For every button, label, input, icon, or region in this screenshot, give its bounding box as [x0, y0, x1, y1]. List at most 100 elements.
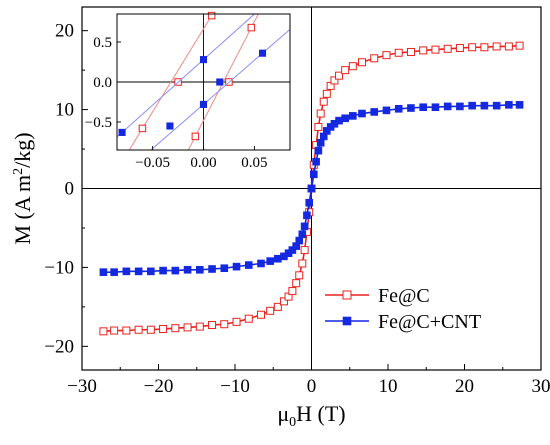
y-tick-label: −20	[44, 336, 74, 357]
data-point	[172, 325, 179, 332]
data-point	[301, 247, 308, 254]
data-point	[505, 43, 512, 50]
data-point	[371, 108, 378, 115]
data-point	[456, 103, 463, 110]
legend-entry: Fe@C	[325, 285, 430, 307]
data-point	[100, 269, 107, 276]
data-point	[315, 147, 322, 154]
data-point	[320, 98, 327, 105]
data-point	[358, 59, 365, 66]
data-point	[111, 269, 118, 276]
inset-y-tick-label: −0.5	[85, 115, 112, 131]
data-point	[221, 265, 228, 272]
legend-label: Fe@C+CNT	[378, 311, 481, 333]
data-point	[516, 42, 523, 49]
data-point	[160, 325, 167, 332]
legend-entry: Fe@C+CNT	[325, 311, 481, 333]
x-tick-label: −20	[144, 376, 174, 397]
data-point	[196, 323, 203, 330]
data-point	[481, 44, 488, 51]
data-point	[245, 315, 252, 322]
data-point	[160, 267, 167, 274]
data-point	[147, 268, 154, 275]
data-point	[293, 280, 300, 287]
legend-marker	[343, 317, 351, 325]
data-point	[317, 110, 324, 117]
data-point	[349, 63, 356, 70]
inset-data-point	[259, 50, 266, 57]
inset-data-point	[119, 129, 126, 136]
legend-marker	[343, 291, 351, 299]
data-point	[184, 324, 191, 331]
data-point	[303, 212, 310, 219]
inset-data-point	[248, 24, 255, 31]
inset-data-point	[200, 56, 207, 63]
x-tick-label: −30	[67, 376, 97, 397]
data-point	[135, 268, 142, 275]
y-tick-label: 20	[55, 21, 74, 42]
x-tick-label: 0	[307, 376, 317, 397]
y-axis-label: M (A m2/kg)	[10, 132, 35, 244]
inset-y-tick-label: 0.5	[93, 35, 112, 51]
data-point	[407, 48, 414, 55]
data-point	[267, 307, 274, 314]
data-point	[301, 223, 308, 230]
data-point	[420, 104, 427, 111]
y-tick-label: 10	[55, 100, 74, 121]
data-point	[172, 267, 179, 274]
data-point	[221, 321, 228, 328]
data-point	[444, 103, 451, 110]
data-point	[420, 47, 427, 54]
data-point	[308, 185, 315, 192]
inset-x-tick-label: −0.05	[135, 155, 170, 171]
data-point	[233, 318, 240, 325]
data-point	[469, 44, 476, 51]
data-point	[317, 139, 324, 146]
legend-label: Fe@C	[378, 285, 430, 307]
x-tick-label: −10	[220, 376, 250, 397]
data-point	[342, 67, 349, 74]
inset-data-point	[192, 133, 199, 140]
inset-data-point	[167, 123, 174, 130]
data-point	[481, 102, 488, 109]
x-axis-label: μ0H (T)	[277, 401, 345, 430]
data-point	[209, 265, 216, 272]
inset-x-tick-label: 0.00	[190, 155, 216, 171]
y-tick-label: 0	[65, 179, 75, 200]
data-point	[310, 171, 317, 178]
data-point	[432, 104, 439, 111]
data-point	[493, 43, 500, 50]
data-point	[100, 328, 107, 335]
data-point	[383, 52, 390, 59]
data-point	[267, 258, 274, 265]
data-point	[111, 327, 118, 334]
data-point	[296, 237, 303, 244]
data-point	[209, 322, 216, 329]
inset-data-point	[200, 101, 207, 108]
data-point	[299, 260, 306, 267]
legend: Fe@C Fe@C+CNT	[325, 285, 481, 333]
data-point	[456, 45, 463, 52]
data-point	[289, 288, 296, 295]
data-point	[432, 46, 439, 53]
data-point	[383, 107, 390, 114]
data-point	[184, 266, 191, 273]
data-point	[395, 105, 402, 112]
data-point	[516, 101, 523, 108]
data-point	[349, 112, 356, 119]
data-point	[123, 327, 130, 334]
data-point	[444, 45, 451, 52]
x-tick-label: 30	[532, 376, 550, 397]
data-point	[245, 262, 252, 269]
data-point	[258, 260, 265, 267]
data-point	[123, 268, 130, 275]
data-point	[371, 55, 378, 62]
y-tick-label: −10	[44, 257, 74, 278]
inset-data-point	[139, 125, 146, 131]
data-point	[505, 101, 512, 108]
data-point	[147, 326, 154, 333]
x-tick-label: 20	[455, 376, 474, 397]
